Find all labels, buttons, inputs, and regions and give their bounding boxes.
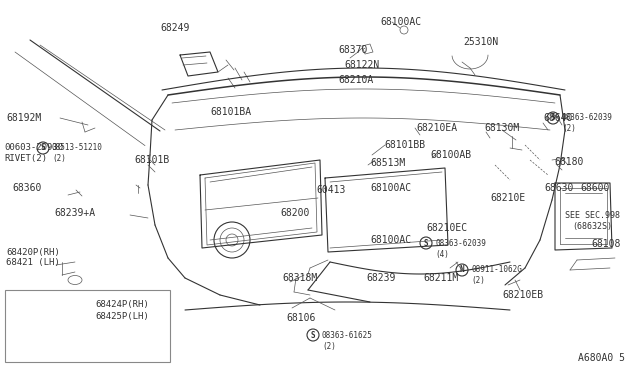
Text: 68192M: 68192M [6,113,41,123]
Text: 60413: 60413 [316,185,346,195]
Text: 68100AC: 68100AC [370,235,411,245]
Text: S: S [550,113,556,122]
Text: 68424P(RH): 68424P(RH) [95,301,148,310]
Text: 25310N: 25310N [463,37,499,47]
Text: 68640: 68640 [543,113,572,123]
Text: 68630: 68630 [544,183,573,193]
Text: 68210E: 68210E [490,193,525,203]
Text: SEE SEC.998: SEE SEC.998 [565,211,620,219]
Text: 68108: 68108 [591,239,620,249]
Text: 68370: 68370 [338,45,367,55]
Text: 68420P(RH): 68420P(RH) [6,247,60,257]
Text: 68425P(LH): 68425P(LH) [95,311,148,321]
Text: N: N [460,266,464,275]
Text: 68106: 68106 [286,313,316,323]
Text: 68600: 68600 [580,183,609,193]
Text: 08513-51210: 08513-51210 [52,144,103,153]
Text: 68211M: 68211M [423,273,458,283]
Text: 68180: 68180 [554,157,584,167]
Text: 68200: 68200 [280,208,309,218]
Text: 68513M: 68513M [370,158,405,168]
Text: 68130M: 68130M [484,123,519,133]
Text: RIVET(2): RIVET(2) [4,154,47,164]
Text: 68100AC: 68100AC [370,183,411,193]
Text: 68239+A: 68239+A [54,208,95,218]
Text: 68122N: 68122N [344,60,380,70]
Text: 08363-62039: 08363-62039 [562,113,613,122]
Text: 08363-62039: 08363-62039 [435,238,486,247]
Text: (4): (4) [435,250,449,260]
Text: 68210A: 68210A [338,75,373,85]
Text: 68239: 68239 [366,273,396,283]
Text: 68421 (LH): 68421 (LH) [6,259,60,267]
Text: 68101BA: 68101BA [210,107,251,117]
Text: (2): (2) [471,276,485,285]
Text: 68210EC: 68210EC [426,223,467,233]
Text: 68249: 68249 [160,23,189,33]
Text: 68100AB: 68100AB [430,150,471,160]
Text: 08911-1062G: 08911-1062G [471,266,522,275]
Text: (68632S): (68632S) [572,221,612,231]
Text: S: S [41,144,45,153]
Text: 08363-61625: 08363-61625 [322,330,373,340]
Text: (2): (2) [52,154,66,164]
Text: (2): (2) [562,125,576,134]
FancyBboxPatch shape [5,290,170,362]
Text: S: S [424,238,428,247]
Text: A680A0 5: A680A0 5 [578,353,625,363]
Text: (2): (2) [322,341,336,350]
Text: 68100AC: 68100AC [380,17,421,27]
Text: 68101BB: 68101BB [384,140,425,150]
Text: 68101B: 68101B [134,155,169,165]
Text: S: S [310,330,316,340]
Text: 68360: 68360 [12,183,42,193]
Text: 68210EA: 68210EA [416,123,457,133]
Text: 68210EB: 68210EB [502,290,543,300]
Text: 68318M: 68318M [282,273,317,283]
Text: 00603-20930: 00603-20930 [4,144,63,153]
